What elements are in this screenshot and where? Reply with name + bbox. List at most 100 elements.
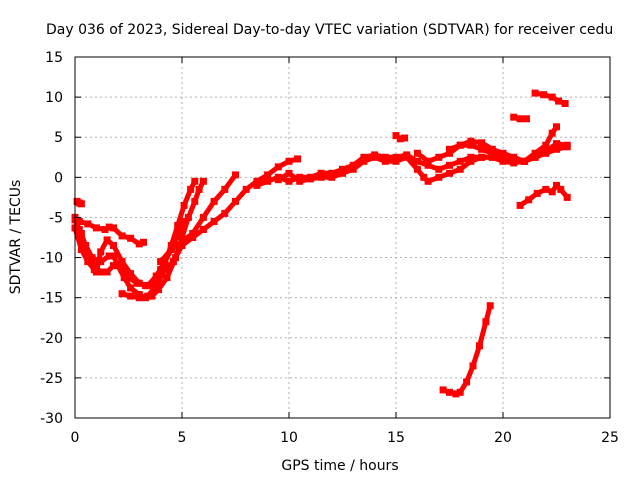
data-point [199, 226, 207, 233]
data-point [452, 390, 460, 398]
data-point [274, 163, 282, 171]
data-point [232, 197, 239, 205]
data-point [135, 279, 143, 287]
data-point [103, 236, 111, 244]
data-point [169, 258, 177, 266]
data-point [486, 302, 494, 310]
data-point [392, 153, 400, 161]
data-point [561, 100, 569, 107]
data-point [435, 173, 443, 181]
data-point [118, 258, 126, 266]
data-point [456, 388, 464, 396]
data-point [161, 258, 169, 266]
data-point [306, 175, 314, 183]
data-point [221, 185, 229, 193]
data-point [456, 141, 464, 149]
y-tick-label: 5 [54, 130, 63, 146]
data-point [191, 197, 199, 205]
data-point [221, 209, 229, 217]
data-point [180, 201, 188, 209]
data-point [163, 274, 171, 282]
data-point [435, 153, 443, 161]
data-point [371, 153, 379, 161]
data-point [127, 292, 135, 300]
data-point [199, 213, 207, 221]
data-point [118, 290, 126, 298]
data-point [510, 156, 518, 164]
data-point [97, 248, 105, 256]
data-point [75, 226, 83, 233]
data-point [510, 113, 518, 121]
data-point [553, 145, 560, 153]
data-point [381, 157, 389, 165]
data-point [478, 139, 486, 147]
data-point [110, 224, 117, 232]
y-tick-label: -20 [40, 331, 63, 347]
data-point [467, 137, 475, 145]
data-point [542, 185, 550, 193]
data-point [92, 268, 100, 276]
data-point [148, 292, 156, 300]
data-point [381, 153, 389, 161]
data-point [264, 171, 272, 179]
data-point [167, 242, 175, 249]
data-point [120, 274, 128, 282]
data-point [488, 145, 496, 153]
data-point [557, 185, 565, 193]
data-point [413, 165, 421, 173]
data-point [516, 115, 524, 123]
data-point [97, 268, 105, 276]
data-point [317, 169, 325, 177]
data-point [77, 246, 85, 253]
y-tick-label: -25 [40, 371, 63, 387]
data-point [555, 97, 563, 105]
y-tick-label: -10 [40, 251, 63, 267]
data-point [531, 153, 539, 161]
data-point [296, 173, 304, 181]
x-tick-label: 10 [280, 430, 298, 446]
data-point [127, 234, 135, 242]
data-point [161, 266, 169, 274]
data-point [339, 169, 346, 177]
x-tick-label: 0 [71, 430, 80, 446]
data-point [446, 161, 453, 169]
data-point [187, 185, 195, 193]
data-point [157, 258, 165, 266]
x-tick-label: 15 [387, 430, 405, 446]
grid [75, 57, 610, 418]
data-point [463, 378, 471, 386]
data-point [424, 161, 432, 169]
data-point [210, 197, 218, 205]
y-tick-label: -5 [49, 210, 63, 226]
data-point [467, 141, 475, 149]
data-point [152, 282, 160, 290]
data-point [264, 177, 272, 185]
data-point [178, 218, 186, 225]
data-point [467, 157, 475, 165]
data-point [75, 218, 83, 225]
data-point [242, 185, 250, 193]
data-point [285, 169, 293, 177]
data-point [105, 223, 113, 231]
data-point [125, 274, 132, 282]
data-point [540, 91, 548, 99]
data-point [88, 254, 96, 262]
data-point [499, 153, 507, 161]
data-point [516, 201, 524, 209]
data-point [349, 161, 357, 169]
data-point [174, 231, 182, 239]
data-point [435, 165, 443, 173]
data-point [127, 284, 135, 292]
plot-frame [74, 56, 611, 419]
data-point [403, 153, 411, 161]
data-point [105, 252, 113, 260]
data-point [90, 262, 98, 270]
data-point [401, 134, 409, 142]
data-point [424, 157, 432, 165]
data-point [77, 200, 85, 208]
data-point [199, 177, 207, 185]
data-point [531, 149, 539, 157]
y-tick-label: 0 [54, 170, 63, 186]
data-point [92, 224, 100, 232]
data-point [110, 262, 117, 270]
